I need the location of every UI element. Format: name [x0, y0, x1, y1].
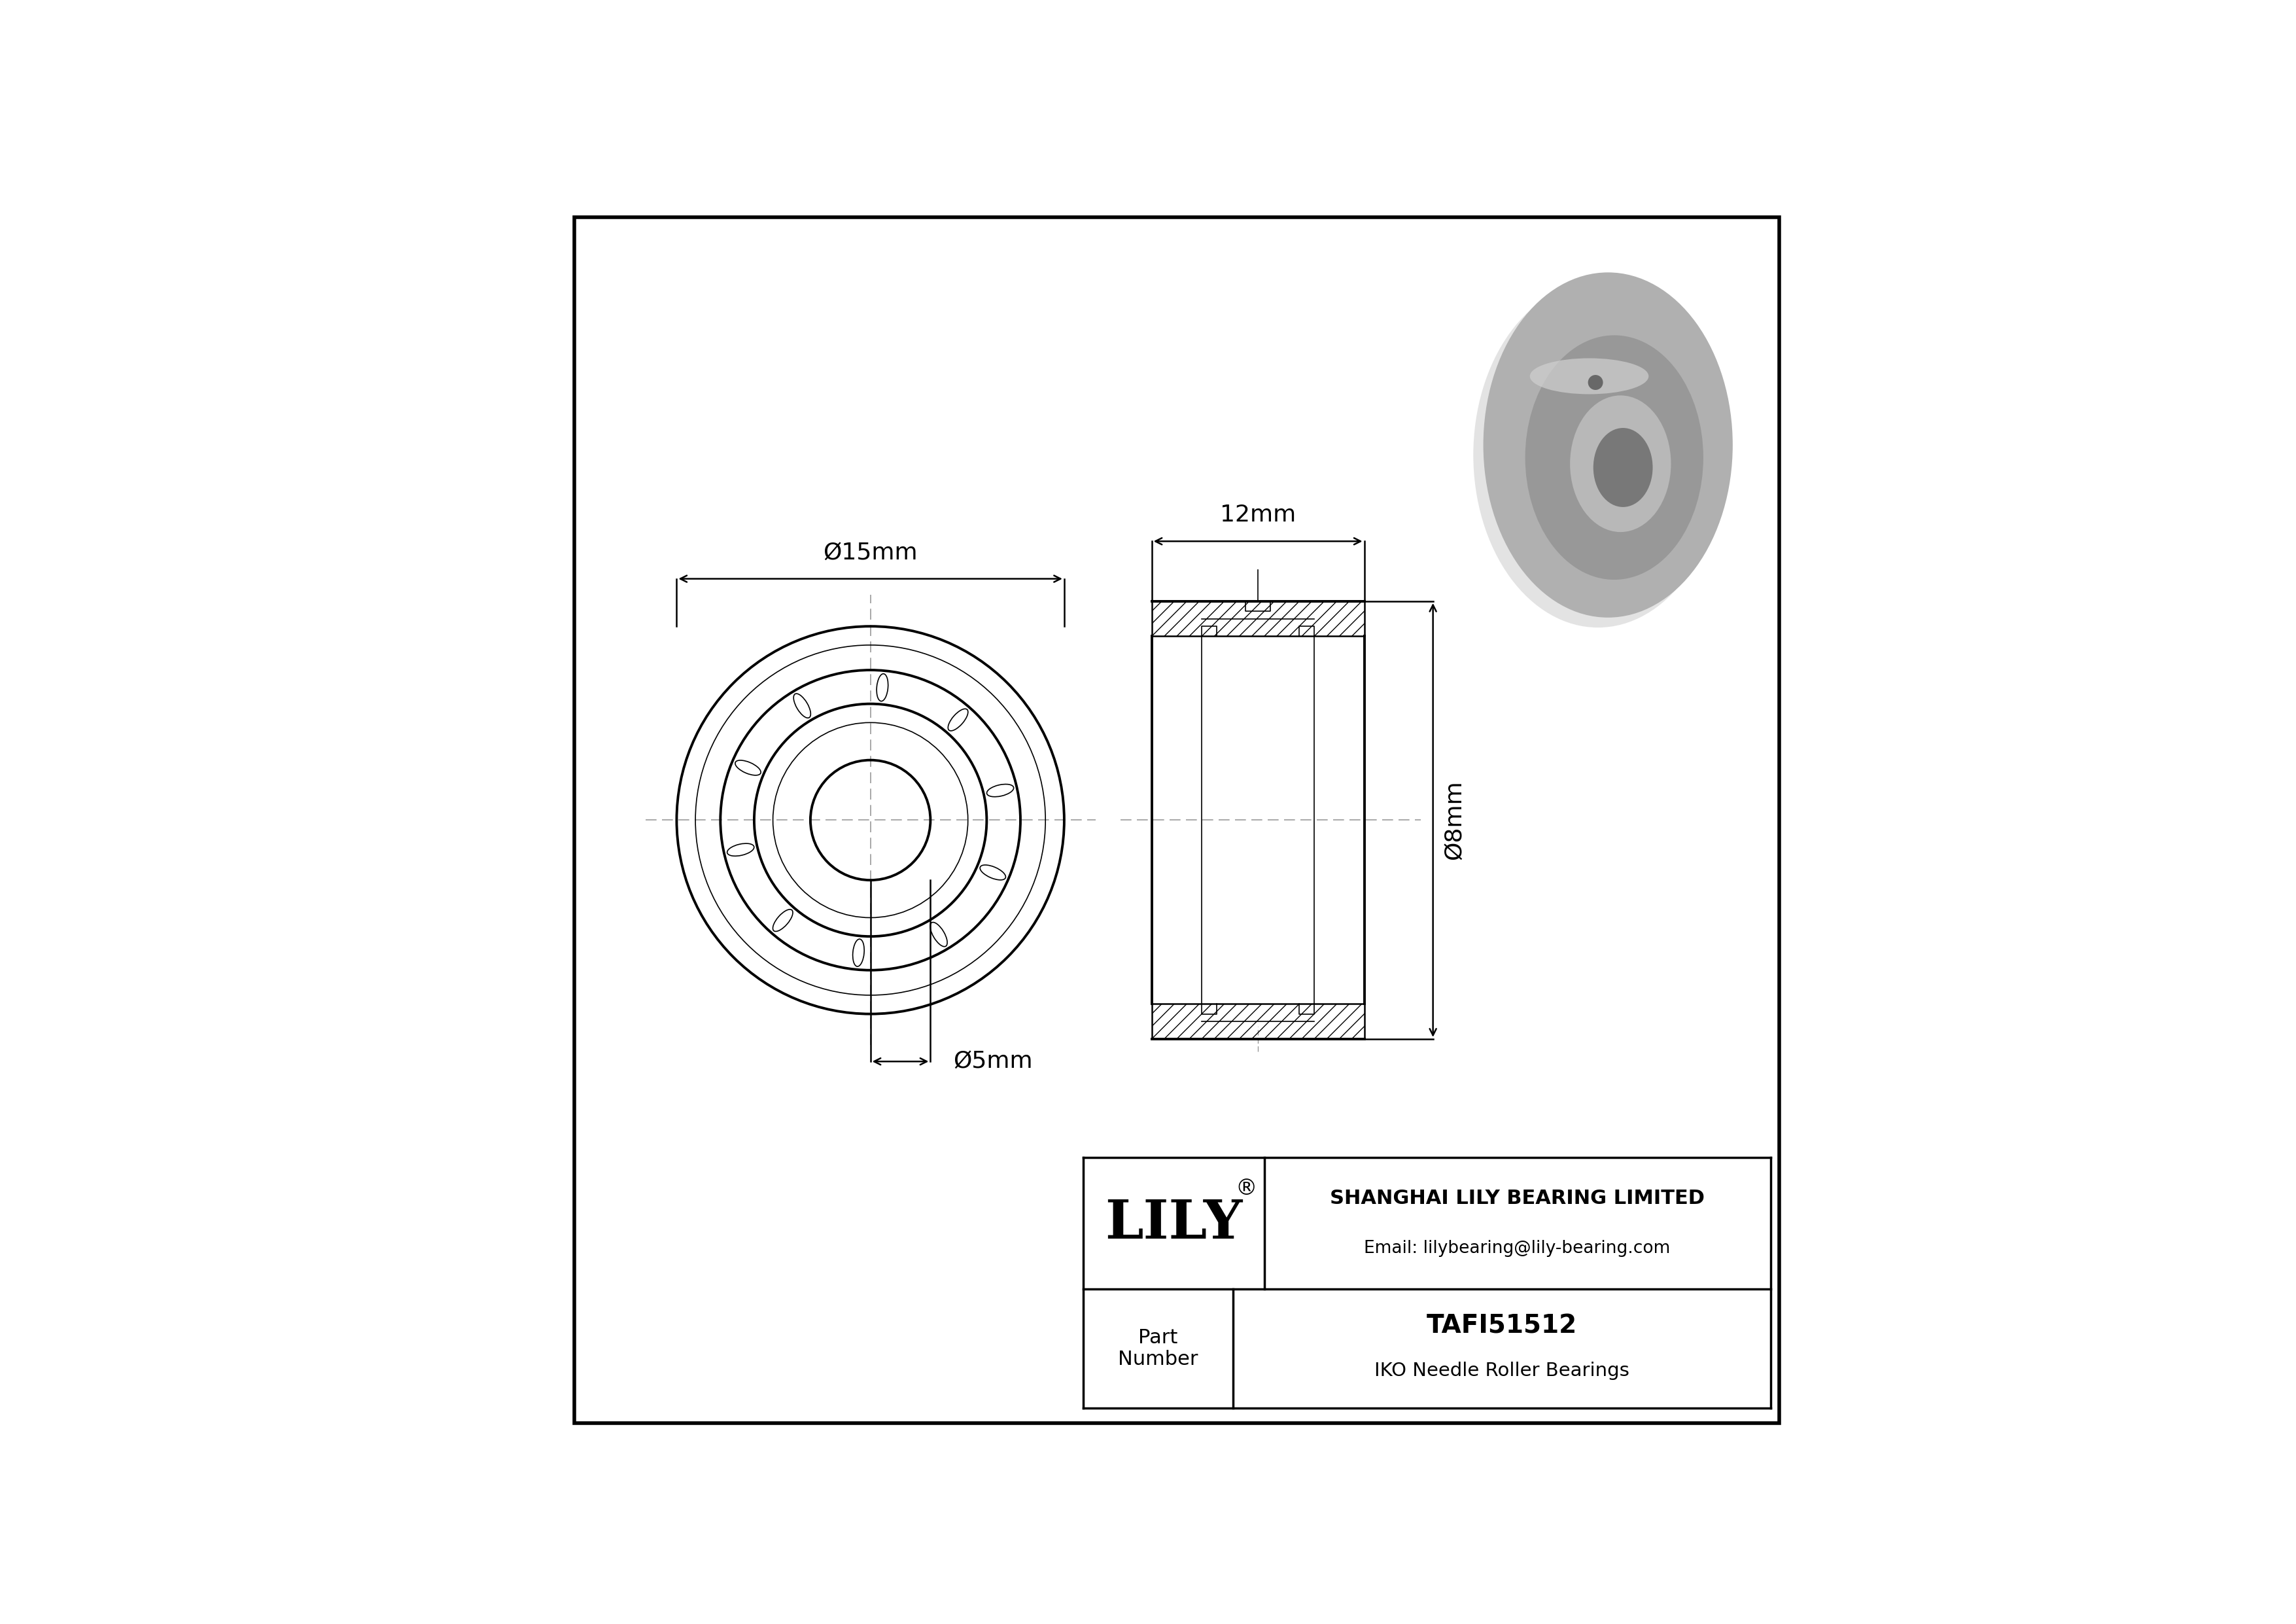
Text: ®: ® — [1235, 1177, 1256, 1199]
Ellipse shape — [1525, 335, 1704, 580]
Text: TAFI51512: TAFI51512 — [1426, 1314, 1577, 1338]
Ellipse shape — [1529, 359, 1649, 395]
Bar — [1153, 601, 1364, 637]
Text: Part
Number: Part Number — [1118, 1328, 1199, 1369]
Ellipse shape — [1570, 395, 1671, 533]
Circle shape — [1589, 375, 1603, 390]
Ellipse shape — [1593, 429, 1653, 507]
Text: SHANGHAI LILY BEARING LIMITED: SHANGHAI LILY BEARING LIMITED — [1329, 1189, 1704, 1208]
Bar — [1153, 1004, 1364, 1039]
Text: Email: lilybearing@lily-bearing.com: Email: lilybearing@lily-bearing.com — [1364, 1239, 1671, 1257]
Text: Ø8mm: Ø8mm — [1442, 780, 1465, 861]
Text: Ø5mm: Ø5mm — [953, 1051, 1033, 1072]
Ellipse shape — [1483, 273, 1733, 617]
Ellipse shape — [1474, 283, 1722, 627]
Text: Ø15mm: Ø15mm — [822, 541, 918, 564]
Text: IKO Needle Roller Bearings: IKO Needle Roller Bearings — [1375, 1363, 1630, 1380]
Text: 12mm: 12mm — [1219, 503, 1295, 526]
Text: LILY: LILY — [1104, 1197, 1242, 1249]
